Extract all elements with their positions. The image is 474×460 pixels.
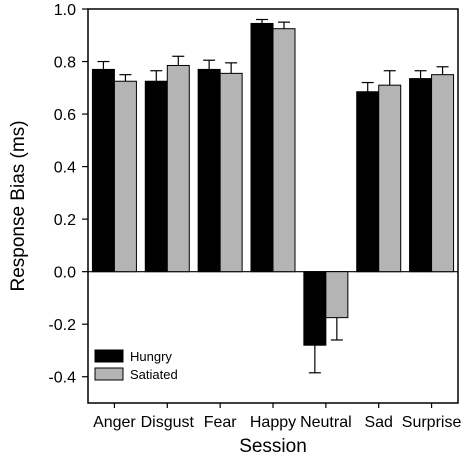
- x-tick-label: Fear: [204, 414, 238, 431]
- x-axis: Anger Disgust Fear Happy Neutral Sad Surprise: [93, 403, 461, 431]
- y-tick-label: -0.4: [48, 370, 76, 387]
- x-tick-label: Disgust: [141, 414, 195, 431]
- y-tick-label: -0.2: [48, 317, 76, 334]
- y-axis-label: Response Bias (ms): [8, 120, 29, 291]
- y-axis: 1.0 0.8 0.6 0.4 0.2 0.0 -0.2 -0.4: [48, 2, 88, 387]
- legend-swatch-hungry: [94, 349, 124, 363]
- bar-hungry-surprise: [409, 78, 433, 273]
- x-tick-label: Happy: [250, 414, 296, 431]
- bar-hungry-anger: [91, 68, 115, 273]
- x-axis-label: Session: [239, 436, 307, 457]
- bar-hungry-disgust: [144, 80, 168, 273]
- legend: Hungry Satiated: [94, 349, 178, 382]
- y-tick-label: 0.8: [54, 55, 76, 72]
- bars: [91, 18, 455, 374]
- y-tick-label: 0.2: [54, 212, 76, 229]
- bar-satiated-disgust: [166, 64, 190, 273]
- x-tick-label: Sad: [364, 414, 392, 431]
- legend-label-satiated: Satiated: [130, 367, 178, 382]
- bar-hungry-sad: [356, 91, 380, 273]
- y-tick-label: 0.4: [54, 160, 76, 177]
- y-tick-label: 0.0: [54, 265, 76, 282]
- legend-swatch-satiated: [94, 367, 124, 381]
- bar-hungry-fear: [197, 68, 221, 273]
- y-tick-label: 1.0: [54, 2, 76, 19]
- bar-satiated-neutral: [325, 271, 349, 319]
- y-tick-label: 0.6: [54, 107, 76, 124]
- bar-satiated-anger: [113, 80, 137, 273]
- bar-hungry-neutral: [303, 271, 327, 346]
- legend-label-hungry: Hungry: [130, 349, 172, 364]
- x-tick-label: Anger: [93, 414, 136, 431]
- bar-satiated-surprise: [431, 74, 455, 273]
- x-tick-label: Surprise: [402, 414, 462, 431]
- x-tick-label: Neutral: [300, 414, 352, 431]
- bar-hungry-happy: [250, 22, 274, 273]
- bar-satiated-happy: [272, 28, 296, 273]
- bar-satiated-sad: [378, 84, 402, 273]
- bar-satiated-fear: [219, 72, 243, 273]
